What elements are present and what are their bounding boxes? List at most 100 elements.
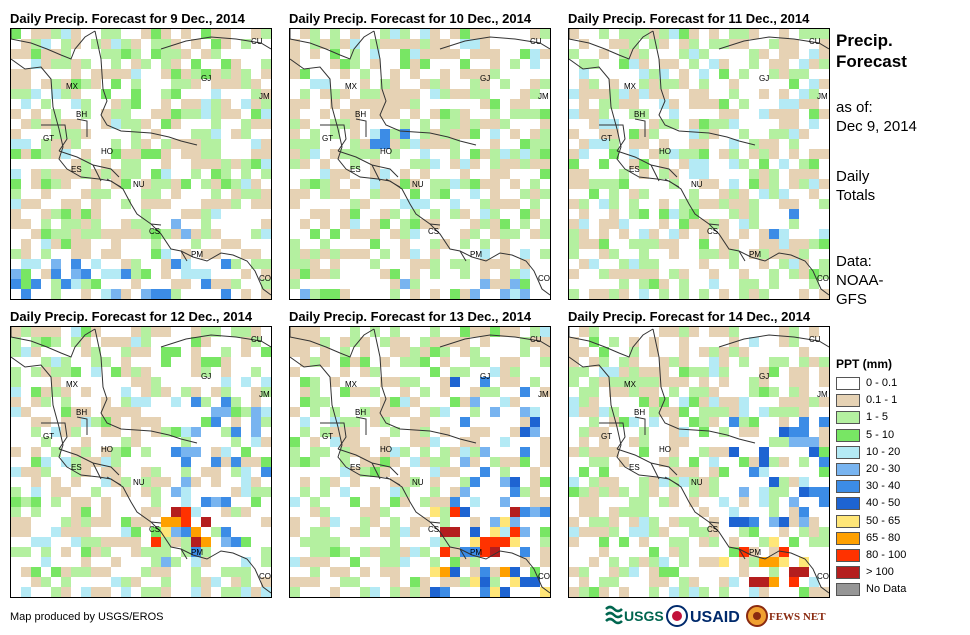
precip-cell: [569, 29, 579, 39]
precip-cell: [111, 49, 121, 59]
precip-cell: [799, 367, 809, 377]
precip-cell: [530, 497, 540, 507]
precip-cell: [510, 269, 520, 279]
precip-cell: [141, 397, 151, 407]
precip-cell: [161, 547, 171, 557]
precip-cell: [669, 357, 679, 367]
precip-cell: [669, 457, 679, 467]
precip-cell: [201, 547, 211, 557]
precip-cell: [261, 587, 271, 597]
precip-cell: [11, 447, 21, 457]
precip-cell: [221, 587, 231, 597]
precip-cell: [380, 249, 390, 259]
precip-cell: [659, 357, 669, 367]
precip-cell: [500, 357, 510, 367]
precip-cell: [201, 467, 211, 477]
precip-cell: [789, 437, 799, 447]
precip-cell: [470, 517, 480, 527]
precip-cell: [530, 209, 540, 219]
precip-cell: [410, 179, 420, 189]
precip-cell: [251, 159, 261, 169]
precip-cell: [410, 427, 420, 437]
precip-cell: [261, 387, 271, 397]
precip-cell: [191, 477, 201, 487]
precip-cell: [679, 159, 689, 169]
precip-cell: [569, 109, 579, 119]
precip-cell: [789, 387, 799, 397]
precip-cell: [241, 567, 251, 577]
precip-cell: [340, 387, 350, 397]
precip-cell: [749, 149, 759, 159]
precip-cell: [91, 279, 101, 289]
precip-cell: [261, 577, 271, 587]
precip-cell: [699, 99, 709, 109]
precip-cell: [589, 89, 599, 99]
precip-cell: [789, 337, 799, 347]
country-border: [11, 58, 271, 296]
precip-cell: [340, 567, 350, 577]
precip-cell: [241, 537, 251, 547]
precip-cell: [709, 457, 719, 467]
precip-cell: [320, 527, 330, 537]
precip-cell: [719, 39, 729, 49]
precip-cell: [340, 347, 350, 357]
precip-cell: [470, 49, 480, 59]
country-label: CU: [530, 37, 542, 46]
precip-cell: [759, 149, 769, 159]
precip-cell: [500, 229, 510, 239]
precip-cell: [470, 327, 480, 337]
precip-cell: [101, 457, 111, 467]
precip-cell: [410, 49, 420, 59]
precip-cell: [350, 447, 360, 457]
precip-cell: [151, 29, 161, 39]
precip-cell: [181, 527, 191, 537]
precip-cell: [420, 407, 430, 417]
precip-cell: [430, 497, 440, 507]
precip-cell: [350, 29, 360, 39]
precip-cell: [21, 259, 31, 269]
precip-cell: [151, 497, 161, 507]
precip-cell: [81, 447, 91, 457]
precip-cell: [51, 259, 61, 269]
precip-cell: [490, 179, 500, 189]
precip-cell: [41, 547, 51, 557]
precip-cell: [709, 327, 719, 337]
precip-cell: [759, 229, 769, 239]
precip-cell: [151, 477, 161, 487]
precip-cell: [31, 259, 41, 269]
precip-cell: [360, 347, 370, 357]
precip-cell: [629, 239, 639, 249]
precip-cell: [669, 427, 679, 437]
country-label: NU: [691, 180, 703, 189]
precip-cell: [440, 517, 450, 527]
country-label: CS: [149, 525, 160, 534]
precip-cell: [799, 427, 809, 437]
precip-cell: [709, 179, 719, 189]
precip-cell: [540, 327, 550, 337]
precip-cell: [769, 169, 779, 179]
precip-cell: [689, 29, 699, 39]
precip-cell: [809, 397, 819, 407]
precip-cell: [709, 199, 719, 209]
country-label: CU: [530, 335, 542, 344]
precip-cell: [101, 467, 111, 477]
precip-cell: [599, 517, 609, 527]
precip-cell: [569, 249, 579, 259]
precip-cell: [330, 427, 340, 437]
precip-cell: [261, 169, 271, 179]
precip-cell: [729, 327, 739, 337]
precip-cell: [141, 447, 151, 457]
precip-cell: [380, 447, 390, 457]
precip-cell: [689, 49, 699, 59]
precip-cell: [201, 49, 211, 59]
precip-cell: [410, 457, 420, 467]
precip-cell: [579, 447, 589, 457]
country-label: CU: [809, 37, 821, 46]
precip-cell: [699, 159, 709, 169]
precip-cell: [350, 337, 360, 347]
precip-cell: [161, 99, 171, 109]
precip-cell: [350, 219, 360, 229]
precip-cell: [699, 427, 709, 437]
precip-cell: [689, 199, 699, 209]
precip-cell: [111, 337, 121, 347]
